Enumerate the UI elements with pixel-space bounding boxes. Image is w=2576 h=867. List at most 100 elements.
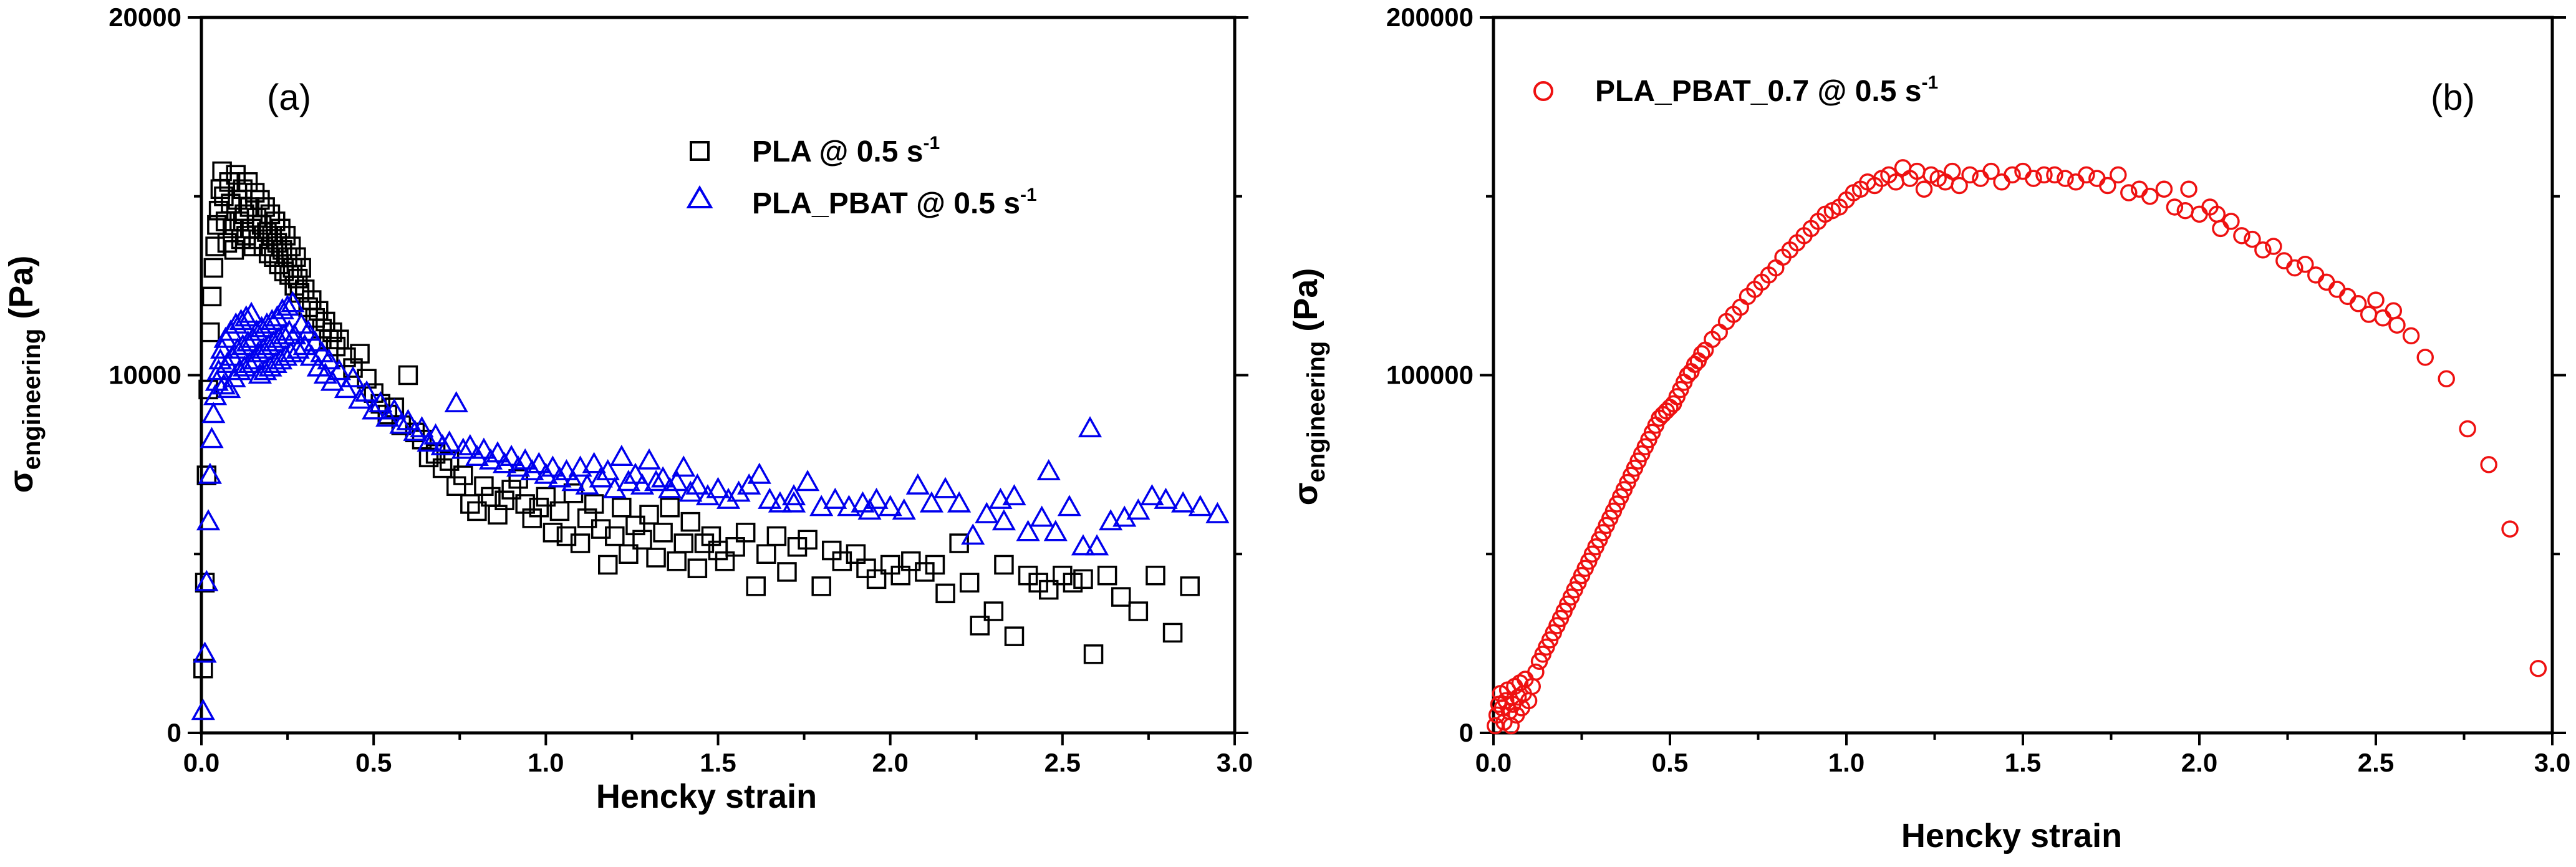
- data-point: [2349, 295, 2367, 312]
- data-point: [239, 197, 260, 217]
- data-point: [637, 448, 662, 470]
- data-point: [193, 659, 213, 679]
- x-tick-label: 2.0: [872, 748, 908, 777]
- data-point: [947, 491, 972, 513]
- data-point: [1894, 159, 1912, 177]
- data-point: [430, 434, 455, 455]
- data-point: [375, 405, 400, 427]
- data-point: [747, 462, 771, 484]
- x-tick-label: 1.5: [2005, 748, 2041, 777]
- data-point: [1084, 534, 1109, 556]
- data-point: [208, 200, 229, 221]
- data-point: [1188, 495, 1212, 516]
- data-point: [193, 641, 217, 663]
- data-point: [2286, 259, 2303, 277]
- data-point: [625, 515, 645, 536]
- data-point: [554, 458, 579, 480]
- x-axis-title-a: Hencky strain: [596, 778, 817, 815]
- data-point: [369, 391, 393, 413]
- data-point: [347, 387, 372, 409]
- data-point: [2307, 266, 2325, 284]
- data-point: [687, 558, 708, 578]
- data-point: [2388, 316, 2406, 334]
- data-point: [206, 359, 231, 380]
- data-point: [244, 183, 265, 203]
- data-point: [250, 190, 270, 210]
- data-point: [317, 348, 341, 370]
- legend-marker-pla: [690, 141, 710, 161]
- data-point: [211, 373, 236, 395]
- data-point: [268, 348, 293, 370]
- data-point: [263, 351, 287, 373]
- data-point: [2438, 370, 2455, 387]
- data-point: [2480, 456, 2497, 473]
- data-point: [396, 409, 420, 430]
- data-point: [777, 562, 797, 582]
- legend-text-pla-pbat: PLA_PBAT @ 0.5 s: [752, 187, 1020, 220]
- data-point: [543, 523, 563, 543]
- data-point: [260, 204, 281, 225]
- data-point: [787, 537, 808, 557]
- data-point: [2025, 170, 2042, 187]
- data-point: [2046, 166, 2063, 184]
- data-point: [2367, 291, 2385, 309]
- data-point: [667, 551, 687, 571]
- data-point: [2338, 288, 2357, 306]
- data-point: [458, 434, 482, 455]
- data-point: [1111, 587, 1131, 607]
- series-a-1: [191, 291, 1230, 720]
- y-tick-label: 100000: [1386, 361, 1474, 390]
- data-point: [287, 268, 308, 289]
- data-point: [2166, 198, 2184, 216]
- data-point: [2035, 166, 2053, 184]
- data-point: [292, 334, 317, 356]
- data-point: [646, 548, 666, 568]
- data-point: [837, 495, 861, 516]
- legend-a: PLA @ 0.5 s-1 PLA_PBAT @ 0.5 s -1: [686, 133, 1037, 220]
- data-point: [1036, 458, 1061, 480]
- data-point: [281, 236, 301, 256]
- data-point: [2297, 255, 2314, 273]
- data-point: [238, 351, 262, 373]
- legend-marker-pla-pbat: [686, 185, 713, 208]
- data-point: [2529, 660, 2547, 677]
- data-point: [1205, 501, 1230, 523]
- data-point: [1097, 565, 1117, 586]
- data-point: [584, 494, 604, 514]
- legend-label-pla-pbat-07: PLA_PBAT_0.7 @ 0.5 s-1: [1595, 72, 1938, 108]
- data-point: [2402, 327, 2420, 345]
- data-point: [282, 323, 307, 345]
- data-point: [2328, 281, 2346, 298]
- data-point: [961, 523, 985, 545]
- data-point: [201, 286, 222, 307]
- data-point: [1944, 162, 1961, 180]
- x-tick-label: 0.0: [1475, 748, 1512, 777]
- data-point: [494, 490, 514, 510]
- data-point: [236, 330, 260, 352]
- data-point: [680, 511, 701, 532]
- data-point: [616, 470, 640, 492]
- data-point: [890, 565, 910, 586]
- data-point: [1002, 484, 1026, 506]
- y-tick-label: 200000: [1386, 2, 1474, 32]
- data-point: [2374, 309, 2392, 327]
- data-point: [2212, 220, 2229, 238]
- series-a-0: [193, 161, 1200, 679]
- data-point: [1030, 505, 1054, 527]
- data-point: [210, 337, 234, 359]
- data-point: [355, 380, 379, 402]
- x-tick-label: 0.5: [1652, 748, 1688, 777]
- data-point: [471, 437, 496, 459]
- data-point: [694, 533, 715, 553]
- data-point: [2120, 184, 2138, 201]
- data-point: [632, 530, 652, 550]
- data-point: [653, 523, 673, 543]
- data-point: [382, 398, 407, 420]
- legend-sup-pla: -1: [923, 133, 940, 153]
- data-point: [1527, 663, 1545, 681]
- legend-label-pla: PLA @ 0.5 s-1: [752, 133, 940, 168]
- data-point: [214, 186, 234, 206]
- data-point: [672, 455, 696, 477]
- data-point: [410, 416, 434, 438]
- data-point: [695, 484, 720, 506]
